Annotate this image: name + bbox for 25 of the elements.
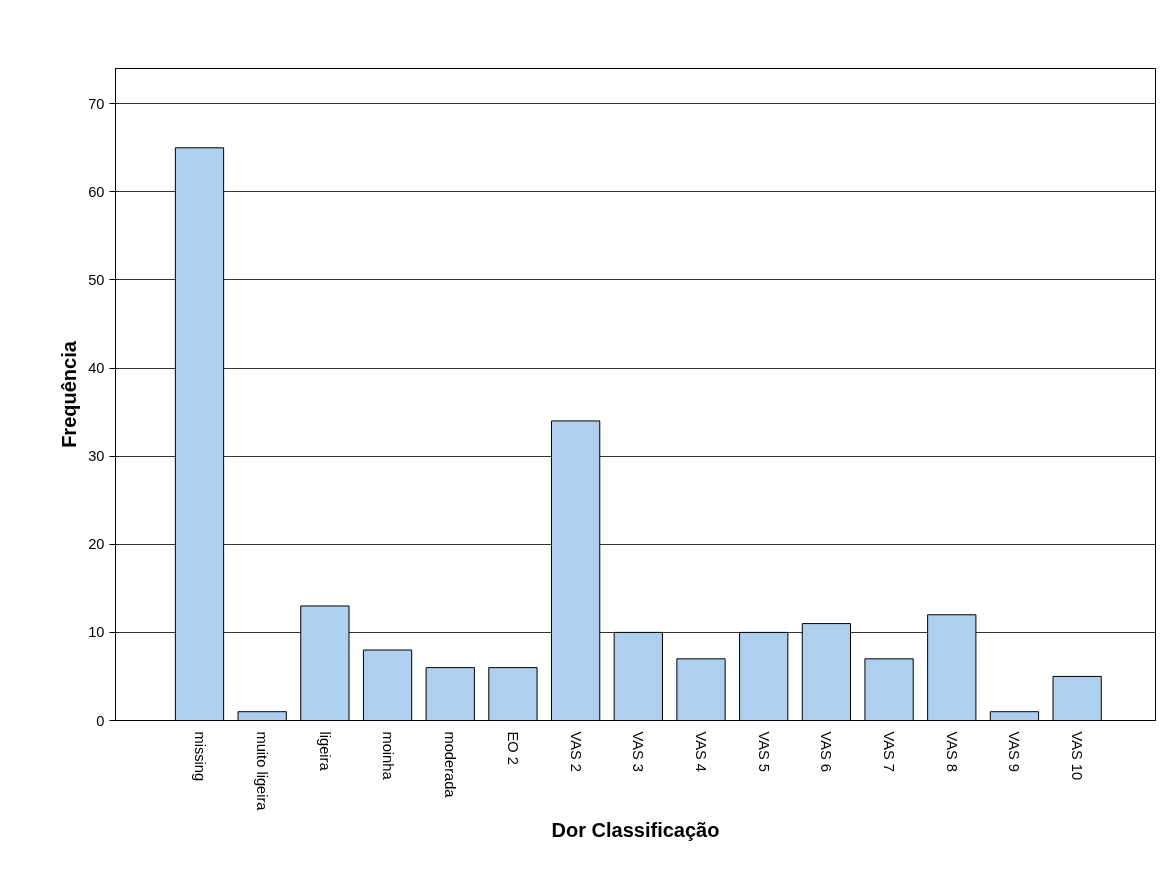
y-tick-label: 70 xyxy=(88,95,105,112)
x-tick-label: moderada xyxy=(442,731,459,799)
x-tick-label: EO 2 xyxy=(504,731,521,765)
y-tick-label: 60 xyxy=(88,183,105,200)
x-tick-label: VAS 10 xyxy=(1069,731,1086,781)
y-tick-label: 30 xyxy=(88,448,105,465)
y-tick-label: 40 xyxy=(88,360,105,377)
y-tick-label: 50 xyxy=(88,271,105,288)
x-tick-label: VAS 3 xyxy=(630,731,647,772)
x-tick-label: VAS 4 xyxy=(693,731,710,772)
x-tick-label: moinha xyxy=(379,731,396,781)
y-tick-label: 10 xyxy=(88,624,105,641)
x-tick-label: VAS 6 xyxy=(818,731,835,772)
x-tick-label: VAS 8 xyxy=(943,731,960,772)
x-tick-label: muito ligeira xyxy=(254,731,271,812)
x-axis-title: Dor Classificação xyxy=(551,818,720,841)
y-tick-label: 20 xyxy=(88,536,105,553)
y-tick-label: 0 xyxy=(96,712,105,729)
x-tick-label: VAS 9 xyxy=(1006,731,1023,772)
x-tick-label: VAS 5 xyxy=(755,731,772,772)
x-tick-label: VAS 7 xyxy=(881,731,898,772)
x-tick-label: ligeira xyxy=(316,731,333,772)
y-axis-title: Frequência xyxy=(58,340,81,448)
x-tick-label: VAS 2 xyxy=(567,731,584,772)
x-tick-label: missing xyxy=(191,731,208,782)
